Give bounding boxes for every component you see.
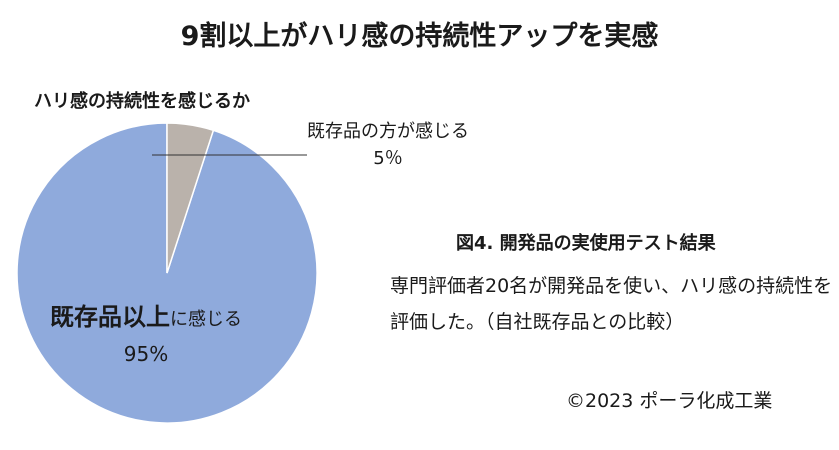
page-title: 9割以上がハリ感の持続性アップを実感 bbox=[180, 21, 659, 52]
slice-label-major: 既存品以上に感じる 95% bbox=[50, 300, 242, 371]
figure-title: 図4. 開発品の実使用テスト結果 bbox=[456, 233, 716, 254]
figure-description: 専門評価者20名が開発品を使い、ハリ感の持続性を評価した。（自社既存品との比較） bbox=[390, 275, 833, 333]
chart-title: ハリ感の持続性を感じるか bbox=[34, 91, 250, 112]
slice-label-major-text: 既存品以上 bbox=[50, 303, 170, 331]
slice-label-minor: 既存品の方が感じる 5％ bbox=[307, 118, 469, 172]
slice-label-minor-text: 既存品の方が感じる bbox=[307, 121, 469, 142]
slice-label-minor-value: 5％ bbox=[373, 148, 403, 169]
pie-slice-minor bbox=[166, 122, 215, 274]
copyright: ©2023 ポーラ化成工業 bbox=[566, 390, 773, 412]
slice-label-major-value: 95% bbox=[123, 342, 169, 366]
slice-label-major-suffix: に感じる bbox=[170, 309, 242, 330]
